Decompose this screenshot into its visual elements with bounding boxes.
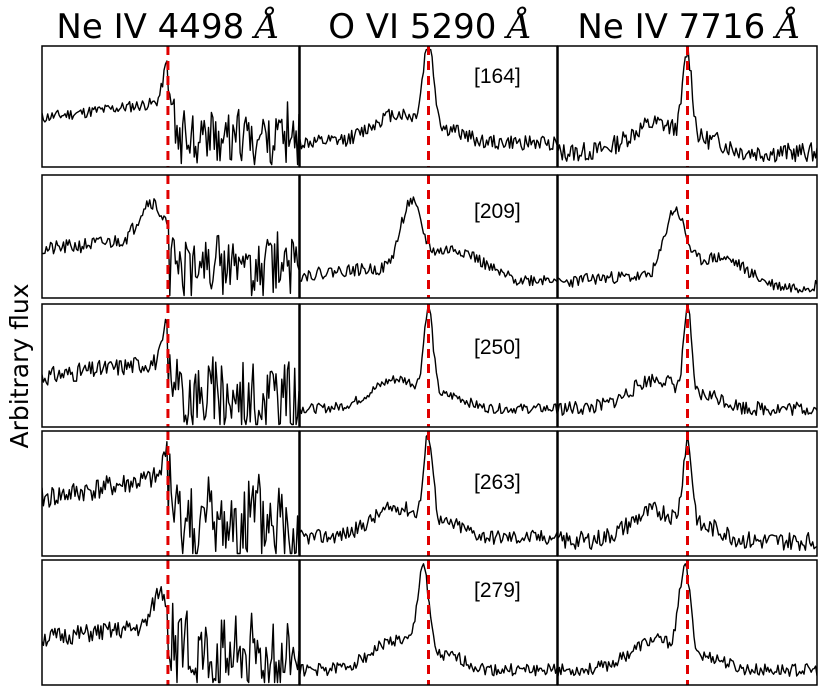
panel-r3-c1 (299, 430, 558, 557)
row-tag-164: [164] (474, 65, 521, 88)
panel-r0-c0 (41, 45, 300, 168)
panel-r0-c2 (557, 45, 818, 168)
panel-frame (41, 303, 300, 428)
panel-frame (41, 430, 300, 557)
row-tag-209: [209] (474, 200, 521, 223)
panel-frame (299, 45, 558, 168)
panel-frame (41, 45, 300, 168)
panel-r3-c0 (41, 430, 300, 557)
panel-r4-c2 (557, 559, 818, 686)
spectrum-trace (558, 439, 817, 551)
row-tag-279: [279] (474, 579, 521, 602)
panel-frame (557, 174, 818, 299)
panel-r0-c1 (299, 45, 558, 168)
spectrum-trace (300, 563, 557, 677)
panel-r4-c0 (41, 559, 300, 686)
panel-grid (41, 45, 818, 686)
panel-frame (299, 559, 558, 686)
row-tag-250: [250] (474, 336, 521, 359)
panel-frame (299, 174, 558, 299)
spectrum-trace (42, 198, 299, 297)
panel-r2-c1 (299, 303, 558, 428)
panel-frame (557, 45, 818, 168)
panel-r3-c2 (557, 430, 818, 557)
panel-frame (557, 430, 818, 557)
column-title-ne-iv-7716: Ne IV 7716 Å (577, 6, 800, 47)
y-axis-label: Arbitrary flux (5, 283, 34, 448)
panel-r4-c1 (299, 559, 558, 686)
panel-frame (299, 303, 558, 428)
column-title-o-vi-5290: O VI 5290 Å (328, 6, 532, 47)
panel-frame (557, 559, 818, 686)
panel-r2-c0 (41, 303, 300, 428)
spectrum-trace (42, 441, 299, 555)
panel-r1-c0 (41, 174, 300, 299)
spectrum-trace (42, 586, 299, 684)
panel-r1-c2 (557, 174, 818, 299)
panel-frame (299, 430, 558, 557)
panel-frame (41, 559, 300, 686)
spectrum-trace (42, 318, 299, 426)
spectrum-trace (558, 206, 817, 294)
panel-frame (41, 174, 300, 299)
panel-frame (557, 303, 818, 428)
panel-r2-c2 (557, 303, 818, 428)
row-tag-263: [263] (474, 471, 521, 494)
panel-r1-c1 (299, 174, 558, 299)
spectrum-trace (42, 60, 299, 166)
column-title-ne-iv-4498: Ne IV 4498 Å (56, 6, 279, 47)
